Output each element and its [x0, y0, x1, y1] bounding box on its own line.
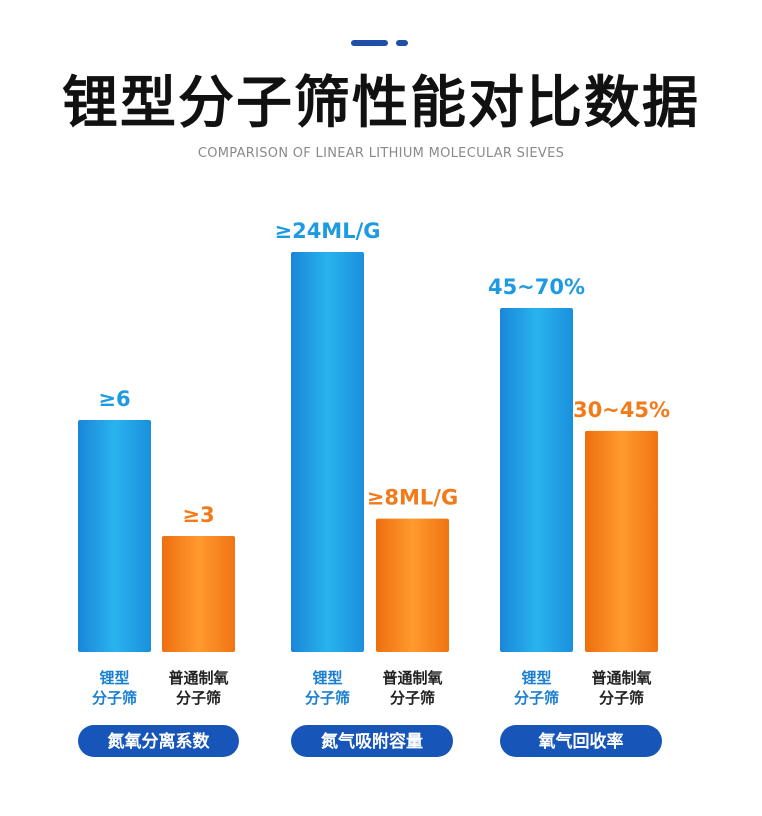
metric-label-2: 氮气吸附容量 — [321, 731, 423, 752]
bar-lithium-group-2 — [291, 252, 364, 652]
bar-common-group-2 — [376, 518, 449, 652]
page-title: 锂型分子筛性能对比数据 — [62, 71, 700, 136]
title-decoration-long — [351, 40, 388, 46]
metric-pill-1 — [78, 725, 239, 757]
title-decoration-short — [396, 40, 408, 46]
value-label-common-group-2: ≥8ML/G — [367, 486, 458, 510]
metric-pill-3 — [500, 725, 662, 757]
category-label-lithium-group-2: 分子筛 — [305, 689, 350, 707]
category-label-common-group-3: 普通制氧 — [591, 669, 651, 687]
category-label-common-group-1: 普通制氧 — [168, 669, 228, 687]
page-subtitle: COMPARISON OF LINEAR LITHIUM MOLECULAR S… — [197, 146, 565, 161]
metric-label-1: 氮氧分离系数 — [108, 731, 211, 752]
value-label-common-group-3: 30~45% — [573, 398, 670, 422]
value-label-lithium-group-2: ≥24ML/G — [274, 219, 380, 243]
value-label-common-group-1: ≥3 — [182, 503, 214, 527]
category-label-lithium-group-3: 锂型 — [521, 669, 551, 687]
category-label-lithium-group-1: 锂型 — [99, 669, 129, 687]
category-label-lithium-group-1: 分子筛 — [92, 689, 137, 707]
bar-lithium-group-1 — [78, 420, 151, 652]
category-label-common-group-1: 分子筛 — [176, 689, 221, 707]
category-label-common-group-3: 分子筛 — [599, 689, 644, 707]
category-label-lithium-group-2: 锂型 — [312, 669, 342, 687]
metric-pill-2 — [291, 725, 453, 757]
bar-common-group-3 — [585, 430, 658, 652]
value-label-lithium-group-3: 45~70% — [488, 275, 585, 299]
metric-label-3: 氧气回收率 — [538, 731, 624, 752]
category-label-lithium-group-3: 分子筛 — [514, 689, 559, 707]
bar-common-group-1 — [162, 536, 235, 652]
category-label-common-group-2: 普通制氧 — [382, 669, 442, 687]
bar-lithium-group-3 — [500, 308, 573, 652]
category-label-common-group-2: 分子筛 — [390, 689, 435, 707]
value-label-lithium-group-1: ≥6 — [98, 387, 130, 411]
